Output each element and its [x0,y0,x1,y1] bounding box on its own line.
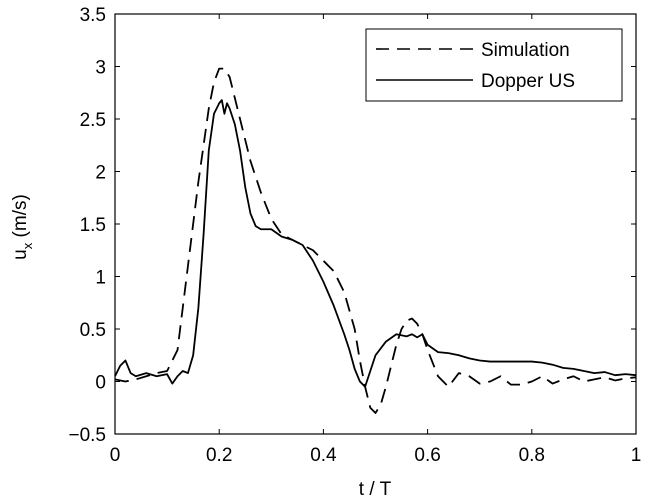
legend-label-simulation: Simulation [481,40,570,61]
y-axis-label-unit: (m/s) [10,194,31,243]
y-axis-label-main: u [10,249,31,260]
y-tick-label: 2 [95,163,106,184]
series-line-simulation [114,67,637,414]
legend: Simulation Dopper US [365,28,623,102]
y-axis-label: ux (m/s) [10,194,35,260]
series-line-doppler [114,99,637,388]
x-tick-label: 0.2 [206,445,232,466]
y-tick-label: 1.5 [80,215,106,236]
x-tick-label: 0.8 [519,445,545,466]
x-tick-label: 0 [110,445,121,466]
plot-data-layer [114,67,637,414]
axis-ticks: 0 0.2 0.4 0.6 0.8 1−0.500.511.522.533.5 [68,5,641,466]
y-tick-label: 0.5 [80,320,106,341]
x-tick-label: 0.4 [310,445,337,466]
y-tick-label: 1 [95,268,106,289]
legend-label-doppler: Dopper US [481,71,575,92]
x-tick-label: 1 [631,445,642,466]
y-tick-label: 2.5 [80,110,106,131]
x-axis-label: t / T [359,479,392,500]
legend-box [365,28,623,102]
y-tick-label: 3 [95,58,106,79]
y-tick-label: −0.5 [68,425,106,446]
y-tick-label: 0 [95,373,106,394]
y-tick-label: 3.5 [80,5,106,26]
x-tick-label: 0.6 [414,445,440,466]
y-axis-label-subscript: x [20,242,35,249]
